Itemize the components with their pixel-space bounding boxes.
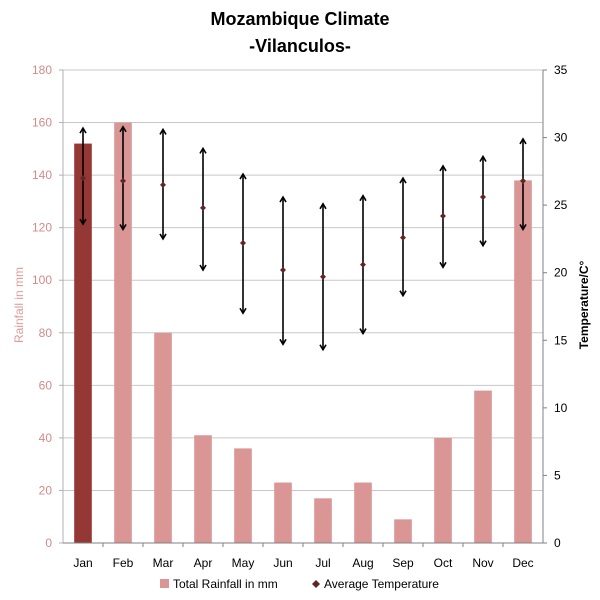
y-left-tick-label: 100 [32, 273, 52, 287]
x-tick-label: May [232, 556, 255, 570]
x-tick-label: Feb [113, 556, 134, 570]
temperature-max-arrow [79, 126, 87, 134]
y-left-tick-label: 140 [32, 168, 52, 182]
x-tick-label: Dec [512, 556, 533, 570]
temperature-average-marker [240, 239, 246, 246]
temperature-min-arrow [239, 307, 247, 315]
y-axis-left-label: Rainfall in mm [12, 267, 26, 343]
legend-rainfall-swatch [160, 579, 169, 588]
y-right-tick-label: 25 [554, 198, 568, 212]
y-right-tick-label: 20 [554, 266, 568, 280]
temperature-max-arrow [319, 202, 327, 210]
temperature-min-arrow [439, 261, 447, 269]
temperature-min-arrow [199, 264, 207, 272]
legend-rainfall-label: Total Rainfall in mm [173, 577, 278, 591]
temperature-max-arrow [199, 146, 207, 154]
y-right-tick-label: 15 [554, 333, 568, 347]
temperature-max-arrow [359, 194, 367, 202]
temperature-average-marker [360, 261, 366, 268]
rainfall-bar [314, 498, 332, 543]
temperature-average-marker [120, 177, 126, 184]
rainfall-bars [74, 122, 532, 544]
temperature-min-arrow [119, 224, 127, 232]
rainfall-bar [234, 448, 252, 543]
chart-title: Mozambique Climate [210, 9, 389, 29]
x-tick-label: Mar [153, 556, 174, 570]
temperature-ranges [79, 125, 527, 352]
x-tick-label: Apr [194, 556, 213, 570]
x-tick-label: Jul [315, 556, 330, 570]
rainfall-bar [194, 435, 212, 543]
rainfall-bar [154, 332, 172, 543]
temperature-max-arrow [279, 195, 287, 203]
y-left-tick-label: 0 [45, 536, 52, 550]
y-right-tick-label: 35 [554, 63, 568, 77]
temperature-min-arrow [159, 233, 167, 241]
temperature-max-arrow [239, 172, 247, 180]
y-axis-right-label: Temperature/C° [577, 261, 591, 350]
temperature-min-arrow [359, 328, 367, 336]
temperature-min-arrow [519, 224, 527, 232]
temperature-average-marker [400, 234, 406, 241]
x-tick-label: Oct [434, 556, 453, 570]
chart-subtitle: -Vilanculos- [249, 36, 351, 56]
temperature-average-marker [520, 177, 526, 184]
temperature-min-arrow [479, 240, 487, 248]
temperature-max-arrow [159, 127, 167, 135]
y-left-tick-label: 180 [32, 63, 52, 77]
temperature-average-marker [280, 267, 286, 274]
temperature-average-marker [160, 181, 166, 188]
rainfall-bar [514, 180, 532, 543]
x-tick-label: Jun [273, 556, 292, 570]
y-left-tick-label: 20 [39, 483, 53, 497]
rainfall-bar [394, 519, 412, 543]
legend-temperature-marker [312, 580, 320, 588]
rainfall-bar [114, 122, 132, 544]
y-left-tick-label: 120 [32, 221, 52, 235]
x-tick-label: Sep [392, 556, 414, 570]
x-tick-label: Aug [352, 556, 373, 570]
temperature-max-arrow [119, 125, 127, 133]
temperature-average-marker [440, 212, 446, 219]
y-left-tick-label: 80 [39, 326, 53, 340]
temperature-max-arrow [479, 154, 487, 162]
temperature-min-arrow [79, 218, 87, 226]
rainfall-bar [274, 482, 292, 543]
temperature-average-marker [80, 175, 86, 182]
y-left-tick-label: 60 [39, 378, 53, 392]
rainfall-bar [354, 482, 372, 543]
y-left-tick-label: 160 [32, 116, 52, 130]
y-right-tick-label: 30 [554, 131, 568, 145]
x-tick-label: Jan [73, 556, 92, 570]
rainfall-bar [74, 143, 92, 544]
y-left-tick-label: 40 [39, 431, 53, 445]
legend: Total Rainfall in mm Average Temperature [160, 577, 439, 591]
x-tick-label: Nov [472, 556, 493, 570]
temperature-average-marker [200, 204, 206, 211]
rainfall-bar [434, 437, 452, 543]
temperature-max-arrow [519, 137, 527, 145]
rainfall-bar [474, 390, 492, 543]
legend-temperature-label: Average Temperature [324, 577, 439, 591]
temperature-average-marker [480, 194, 486, 201]
temperature-max-arrow [399, 176, 407, 184]
y-right-tick-label: 5 [554, 468, 561, 482]
temperature-max-arrow [439, 164, 447, 172]
temperature-average-marker [320, 273, 326, 280]
temperature-min-arrow [279, 338, 287, 346]
gridlines [63, 69, 543, 491]
y-right-tick-label: 10 [554, 401, 568, 415]
axes: 0 20 40 60 80 100 120 140 160 180 0 5 10 15 20 25 30 35 Ja… [32, 63, 568, 570]
temperature-min-arrow [399, 290, 407, 298]
y-right-tick-label: 0 [554, 536, 561, 550]
temperature-min-arrow [319, 344, 327, 352]
